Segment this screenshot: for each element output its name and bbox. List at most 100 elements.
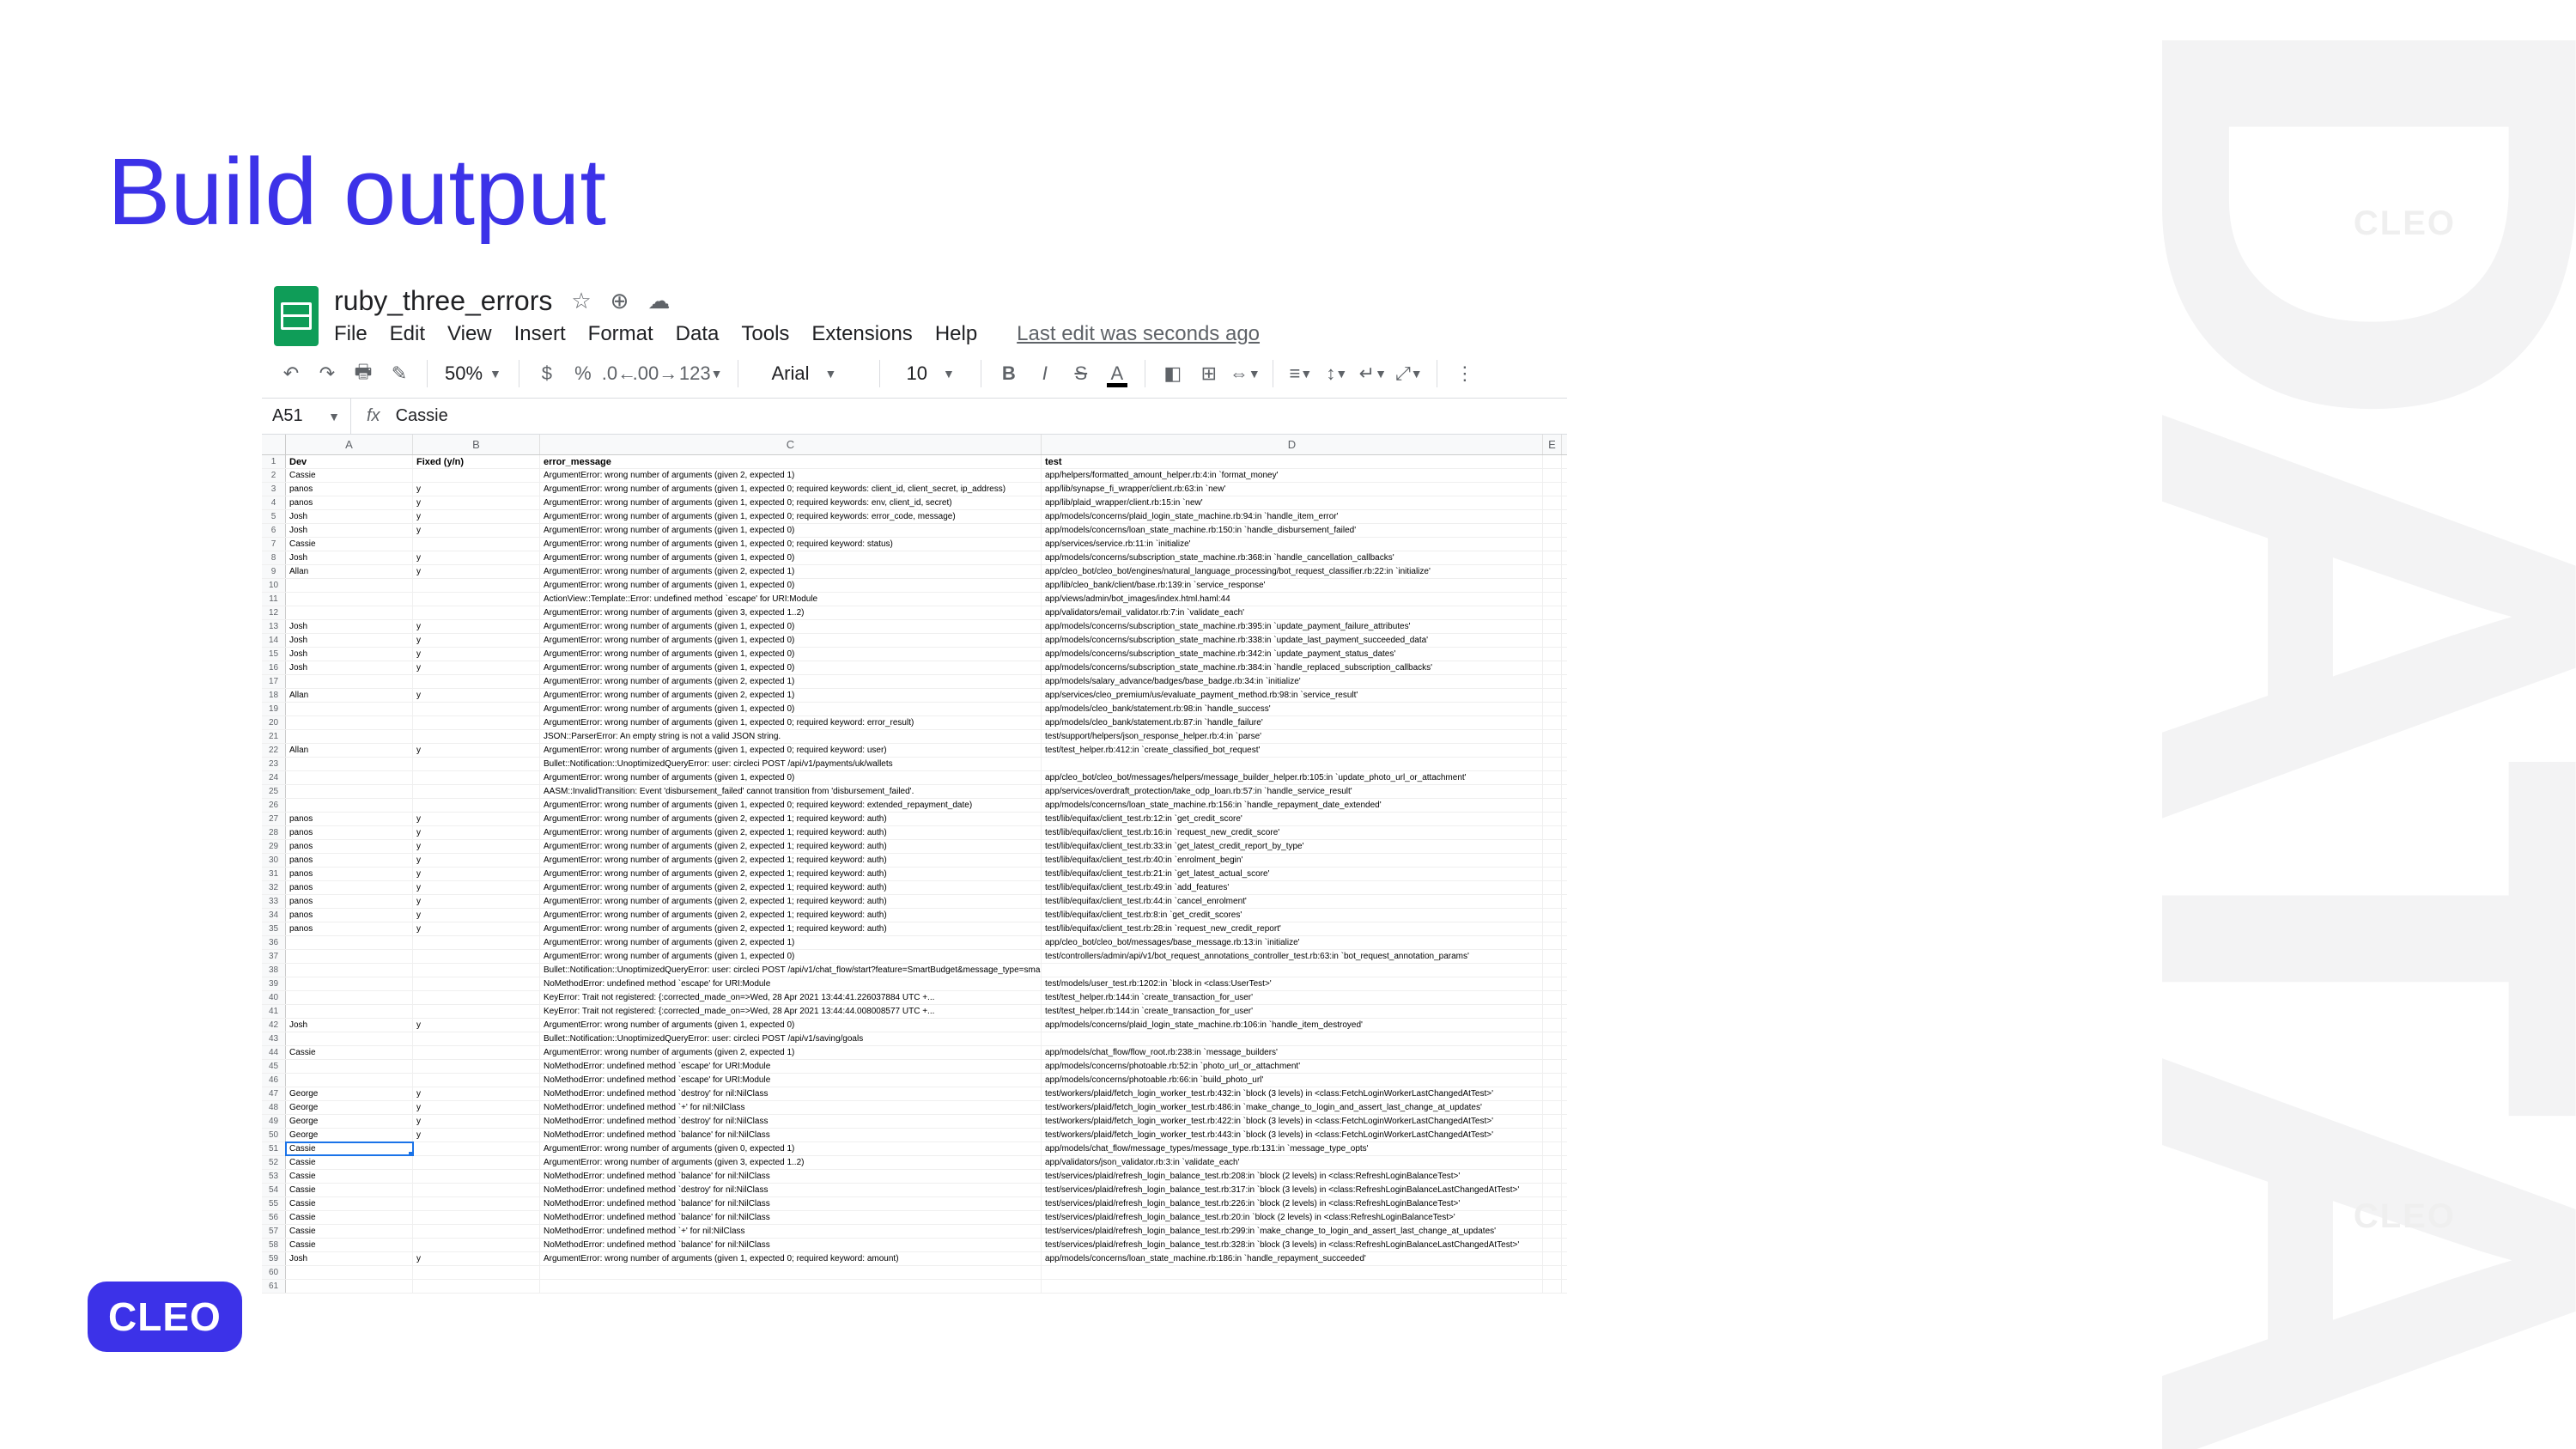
font-select[interactable]: Arial▼ [749, 362, 869, 385]
cell[interactable]: test/lib/equifax/client_test.rb:16:in `r… [1042, 826, 1543, 839]
cell[interactable]: app/models/concerns/loan_state_machine.r… [1042, 1252, 1543, 1265]
cell[interactable] [413, 1032, 540, 1045]
cell[interactable] [1543, 744, 1562, 757]
cell[interactable]: NoMethodError: undefined method `escape'… [540, 1074, 1042, 1087]
cell[interactable] [286, 964, 413, 977]
cell[interactable] [1543, 1156, 1562, 1169]
cell[interactable]: NoMethodError: undefined method `+' for … [540, 1225, 1042, 1238]
menu-view[interactable]: View [447, 322, 492, 346]
cell[interactable] [1543, 483, 1562, 496]
cell[interactable]: test/lib/equifax/client_test.rb:49:in `a… [1042, 881, 1543, 894]
row-header[interactable]: 45 [262, 1060, 286, 1073]
cell[interactable]: panos [286, 840, 413, 853]
cell[interactable] [1543, 620, 1562, 633]
cell[interactable] [413, 1074, 540, 1087]
cell[interactable]: Cassie [286, 1225, 413, 1238]
cell[interactable]: app/models/concerns/loan_state_machine.r… [1042, 524, 1543, 537]
cell[interactable]: y [413, 524, 540, 537]
cell[interactable]: panos [286, 895, 413, 908]
row-header[interactable]: 41 [262, 1005, 286, 1018]
cell[interactable] [413, 950, 540, 963]
cell[interactable] [413, 1197, 540, 1210]
cell[interactable]: ArgumentError: wrong number of arguments… [540, 565, 1042, 578]
cell[interactable]: Bullet::Notification::UnoptimizedQueryEr… [540, 964, 1042, 977]
cell[interactable] [286, 675, 413, 688]
cell[interactable]: ArgumentError: wrong number of arguments… [540, 496, 1042, 509]
cell[interactable]: test/workers/plaid/fetch_login_worker_te… [1042, 1087, 1543, 1100]
row-header[interactable]: 42 [262, 1019, 286, 1032]
cell[interactable]: test/lib/equifax/client_test.rb:28:in `r… [1042, 922, 1543, 935]
row-header[interactable]: 61 [262, 1280, 286, 1293]
cell[interactable]: app/models/concerns/photoable.rb:52:in `… [1042, 1060, 1543, 1073]
select-all-corner[interactable] [262, 435, 286, 454]
font-size-select[interactable]: 10▼ [890, 362, 969, 385]
cell[interactable] [1543, 799, 1562, 812]
row-header[interactable]: 15 [262, 648, 286, 661]
cell[interactable] [1543, 538, 1562, 551]
cell[interactable]: y [413, 551, 540, 564]
cell[interactable]: NoMethodError: undefined method `balance… [540, 1129, 1042, 1142]
spreadsheet-grid[interactable]: ABCDE 1DevFixed (y/n)error_messagetest2C… [262, 435, 1567, 1294]
cell[interactable]: Josh [286, 648, 413, 661]
cell[interactable]: y [413, 1101, 540, 1114]
menu-help[interactable]: Help [935, 322, 977, 346]
cell[interactable]: test/test_helper.rb:144:in `create_trans… [1042, 1005, 1543, 1018]
redo-button[interactable]: ↷ [310, 356, 344, 391]
cell[interactable] [1543, 1197, 1562, 1210]
row-header[interactable]: 17 [262, 675, 286, 688]
cell[interactable] [413, 730, 540, 743]
row-header[interactable]: 9 [262, 565, 286, 578]
cell[interactable]: Allan [286, 565, 413, 578]
cell[interactable]: y [413, 1252, 540, 1265]
row-header[interactable]: 21 [262, 730, 286, 743]
cell[interactable]: ArgumentError: wrong number of arguments… [540, 744, 1042, 757]
zoom-select[interactable]: 50%▼ [438, 362, 508, 385]
cell[interactable] [413, 606, 540, 619]
cell[interactable] [413, 703, 540, 715]
cell[interactable]: AASM::InvalidTransition: Event 'disburse… [540, 785, 1042, 798]
cell[interactable]: George [286, 1115, 413, 1128]
cell[interactable]: app/models/concerns/photoable.rb:66:in `… [1042, 1074, 1543, 1087]
cell[interactable] [540, 1266, 1042, 1279]
cell[interactable] [413, 799, 540, 812]
cell[interactable] [286, 1060, 413, 1073]
cell[interactable]: Cassie [286, 1170, 413, 1183]
fill-color-button[interactable]: ◧ [1156, 356, 1190, 391]
cell[interactable] [286, 579, 413, 592]
cell[interactable]: app/services/cleo_premium/us/evaluate_pa… [1042, 689, 1543, 702]
cell[interactable]: test/lib/equifax/client_test.rb:12:in `g… [1042, 813, 1543, 825]
cell[interactable] [286, 1280, 413, 1293]
cell[interactable] [1543, 1170, 1562, 1183]
cell[interactable] [1543, 1087, 1562, 1100]
row-header[interactable]: 47 [262, 1087, 286, 1100]
cell[interactable] [1543, 496, 1562, 509]
cell[interactable] [1543, 1129, 1562, 1142]
cell[interactable] [413, 675, 540, 688]
col-header-C[interactable]: C [540, 435, 1042, 454]
v-align-button[interactable]: ↕ ▼ [1320, 356, 1354, 391]
cell[interactable]: app/models/concerns/subscription_state_m… [1042, 648, 1543, 661]
cell[interactable] [1543, 771, 1562, 784]
cell[interactable]: ArgumentError: wrong number of arguments… [540, 1019, 1042, 1032]
cell[interactable]: y [413, 840, 540, 853]
print-button[interactable]: 🖶 [346, 356, 380, 391]
cell[interactable]: app/cleo_bot/cleo_bot/messages/helpers/m… [1042, 771, 1543, 784]
cell[interactable] [286, 977, 413, 990]
row-header[interactable]: 52 [262, 1156, 286, 1169]
cell[interactable]: NoMethodError: undefined method `escape'… [540, 1060, 1042, 1073]
row-header[interactable]: 16 [262, 661, 286, 674]
cell[interactable]: Cassie [286, 1142, 413, 1155]
menu-insert[interactable]: Insert [514, 322, 566, 346]
cell[interactable]: Cassie [286, 1156, 413, 1169]
cell[interactable]: test/services/plaid/refresh_login_balanc… [1042, 1239, 1543, 1251]
cell[interactable]: Josh [286, 1252, 413, 1265]
cell[interactable]: y [413, 813, 540, 825]
cell[interactable]: ArgumentError: wrong number of arguments… [540, 771, 1042, 784]
cell[interactable]: panos [286, 496, 413, 509]
cell[interactable]: app/models/chat_flow/flow_root.rb:238:in… [1042, 1046, 1543, 1059]
cell[interactable]: y [413, 661, 540, 674]
cell[interactable] [1543, 455, 1562, 468]
row-header[interactable]: 36 [262, 936, 286, 949]
row-header[interactable]: 58 [262, 1239, 286, 1251]
cell[interactable]: app/validators/email_validator.rb:7:in `… [1042, 606, 1543, 619]
